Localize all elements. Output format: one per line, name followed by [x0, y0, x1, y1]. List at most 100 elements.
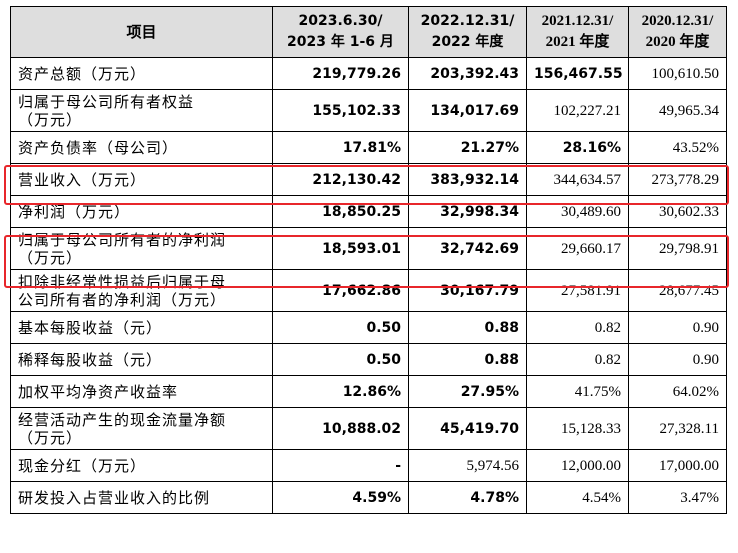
value-cell: 43.52% [628, 131, 727, 164]
row-label-line: 资产负债率（母公司） [18, 138, 179, 157]
value-cell: 100,610.50 [628, 57, 727, 90]
value-cell: 0.50 [272, 343, 409, 376]
table-row: 经营活动产生的现金流量净额 （万元） 10,888.02 45,419.70 15,12… [10, 407, 727, 450]
value-cell: 212,130.42 [272, 163, 409, 196]
row-label-line: 现金分红（万元） [18, 456, 147, 475]
header-2021: 2021.12.31/2021 年度 [526, 6, 629, 58]
value-cell: 4.78% [408, 481, 527, 514]
row-label: 净利润（万元） [10, 195, 273, 228]
table-row: 归属于母公司所有者权益 （万元） 155,102.33 134,017.69 102,2… [10, 89, 727, 132]
value-cell: 30,489.60 [526, 195, 629, 228]
value-cell: 17,000.00 [628, 449, 727, 482]
table-row: 资产总额（万元） 219,779.26 203,392.43 156,467.55 10… [10, 57, 727, 90]
value-cell: 17,662.86 [272, 269, 409, 312]
row-label-line: 稀释每股收益（元） [18, 350, 163, 369]
value-cell: 0.82 [526, 311, 629, 344]
value-cell: 30,167.79 [408, 269, 527, 312]
value-cell: 17.81% [272, 131, 409, 164]
value-cell: 27,581.91 [526, 269, 629, 312]
value-cell: 156,467.55 [526, 57, 629, 90]
value-cell: 12,000.00 [526, 449, 629, 482]
value-cell: 273,778.29 [628, 163, 727, 196]
row-label-line: 归属于母公司所有者权益 [18, 92, 195, 111]
table-row: 净利润（万元） 18,850.25 32,998.34 30,489.60 30,602… [10, 195, 727, 228]
value-cell: 4.59% [272, 481, 409, 514]
table-row: 资产负债率（母公司） 17.81% 21.27% 28.16% 43.52% [10, 131, 727, 164]
table-row: 扣除非经常性损益后归属于母 公司所有者的净利润（万元） 17,662.86 30,16… [10, 269, 727, 312]
row-label: 经营活动产生的现金流量净额 （万元） [10, 407, 273, 450]
row-label-line: 经营活动产生的现金流量净额 [18, 410, 227, 429]
value-cell: 27.95% [408, 375, 527, 408]
value-cell: 219,779.26 [272, 57, 409, 90]
value-cell: 41.75% [526, 375, 629, 408]
table-row: 研发投入占营业收入的比例 4.59% 4.78% 4.54% 3.47% [10, 481, 727, 514]
row-label-line: 营业收入（万元） [18, 170, 147, 189]
table-header-row: 项目 2023.6.30/2023 年 1-6 月 2022.12.31/202… [10, 6, 727, 58]
row-label-line: （万元） [18, 248, 83, 267]
row-label-line: 归属于母公司所有者的净利润 [18, 230, 227, 249]
value-cell: 344,634.57 [526, 163, 629, 196]
value-cell: 29,660.17 [526, 227, 629, 270]
row-label: 归属于母公司所有者的净利润 （万元） [10, 227, 273, 270]
value-cell: 4.54% [526, 481, 629, 514]
row-label-line: 加权平均净资产收益率 [18, 382, 179, 401]
row-label-line: 资产总额（万元） [18, 64, 147, 83]
value-cell: 10,888.02 [272, 407, 409, 450]
value-cell: 102,227.21 [526, 89, 629, 132]
value-cell: 155,102.33 [272, 89, 409, 132]
value-cell: 18,850.25 [272, 195, 409, 228]
value-cell: 18,593.01 [272, 227, 409, 270]
value-cell: 0.50 [272, 311, 409, 344]
header-2022: 2022.12.31/2022 年度 [408, 6, 527, 58]
value-cell: 64.02% [628, 375, 727, 408]
row-label: 营业收入（万元） [10, 163, 273, 196]
row-label-line: 基本每股收益（元） [18, 318, 163, 337]
header-2023h1: 2023.6.30/2023 年 1-6 月 [272, 6, 409, 58]
row-label: 资产总额（万元） [10, 57, 273, 90]
value-cell: 28,677.45 [628, 269, 727, 312]
value-cell: 0.90 [628, 343, 727, 376]
table-row: 营业收入（万元） 212,130.42 383,932.14 344,634.57 27… [10, 163, 727, 196]
row-label-line: 扣除非经常性损益后归属于母 [18, 272, 227, 291]
value-cell: 30,602.33 [628, 195, 727, 228]
row-label-line: （万元） [18, 110, 83, 129]
header-item: 项目 [10, 6, 273, 58]
value-cell: 0.88 [408, 311, 527, 344]
table-row: 现金分红（万元） -5,974.56 12,000.00 17,000.00 [10, 449, 727, 482]
value-cell: 28.16% [526, 131, 629, 164]
value-cell: 203,392.43 [408, 57, 527, 90]
table-row: 归属于母公司所有者的净利润 （万元） 18,593.01 32,742.69 29,66… [10, 227, 727, 270]
value-cell: 0.90 [628, 311, 727, 344]
row-label: 扣除非经常性损益后归属于母 公司所有者的净利润（万元） [10, 269, 273, 312]
value-cell: - [272, 449, 409, 482]
value-cell: 134,017.69 [408, 89, 527, 132]
value-cell: 32,998.34 [408, 195, 527, 228]
row-label-line: 公司所有者的净利润（万元） [18, 290, 227, 309]
row-label-line: 净利润（万元） [18, 202, 131, 221]
value-cell: 3.47% [628, 481, 727, 514]
value-cell: 15,128.33 [526, 407, 629, 450]
table-row: 基本每股收益（元） 0.50 0.88 0.82 0.90 [10, 311, 727, 344]
value-cell: 0.82 [526, 343, 629, 376]
value-cell: 32,742.69 [408, 227, 527, 270]
financial-summary-table: 项目 2023.6.30/2023 年 1-6 月 2022.12.31/202… [10, 6, 727, 514]
value-cell: 0.88 [408, 343, 527, 376]
row-label: 加权平均净资产收益率 [10, 375, 273, 408]
value-cell: 45,419.70 [408, 407, 527, 450]
row-label: 归属于母公司所有者权益 （万元） [10, 89, 273, 132]
header-2020: 2020.12.31/2020 年度 [628, 6, 727, 58]
value-cell: 27,328.11 [628, 407, 727, 450]
value-cell: 5,974.56 [408, 449, 527, 482]
row-label: 现金分红（万元） [10, 449, 273, 482]
value-cell: 49,965.34 [628, 89, 727, 132]
row-label-line: （万元） [18, 428, 83, 447]
table-row: 稀释每股收益（元） 0.50 0.88 0.82 0.90 [10, 343, 727, 376]
row-label-line: 研发投入占营业收入的比例 [18, 488, 211, 507]
value-cell: 383,932.14 [408, 163, 527, 196]
value-cell: 12.86% [272, 375, 409, 408]
value-cell: 21.27% [408, 131, 527, 164]
row-label: 研发投入占营业收入的比例 [10, 481, 273, 514]
row-label: 基本每股收益（元） [10, 311, 273, 344]
table-row: 加权平均净资产收益率 12.86% 27.95% 41.75% 64.02% [10, 375, 727, 408]
row-label: 资产负债率（母公司） [10, 131, 273, 164]
